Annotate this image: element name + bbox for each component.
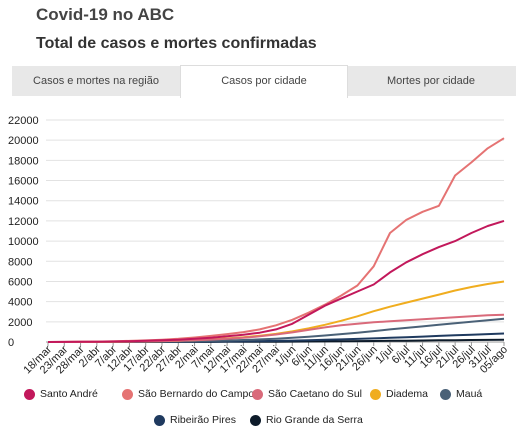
legend-swatch (252, 388, 263, 400)
series-line-diadema[interactable] (48, 280, 505, 343)
page-subtitle: Total de casos e mortes confirmadas (36, 35, 317, 52)
y-tick-label: 10000 (8, 236, 39, 248)
legend-item-sao-caetano[interactable]: São Caetano do Sul (252, 388, 362, 400)
legend-label: São Caetano do Sul (268, 388, 362, 400)
legend-swatch (154, 414, 165, 426)
y-tick-label: 2000 (8, 317, 32, 329)
y-tick-label: 0 (8, 337, 14, 349)
legend-swatch (122, 388, 133, 400)
y-tick-label: 22000 (8, 115, 39, 127)
y-tick-label: 8000 (8, 256, 32, 268)
legend-swatch (440, 388, 451, 400)
y-tick-label: 6000 (8, 276, 32, 288)
legend-item-rio-grande-da-serra[interactable]: Rio Grande da Serra (250, 414, 363, 426)
page-title: Covid-19 no ABC (36, 5, 175, 24)
y-tick-label: 14000 (8, 196, 39, 208)
y-tick-label: 20000 (8, 135, 39, 147)
y-tick-label: 16000 (8, 176, 39, 188)
legend-swatch (24, 388, 35, 400)
legend-item-maua[interactable]: Mauá (440, 388, 482, 400)
legend-label: Rio Grande da Serra (266, 414, 363, 426)
line-chart: 0 2000 4000 6000 8000 10000 12000 14000 16000 180… (8, 115, 510, 376)
y-tick-label: 12000 (8, 216, 39, 228)
y-tick-label: 18000 (8, 155, 39, 167)
tab-casos-e-mortes-regiao[interactable]: Casos e mortes na região (33, 75, 159, 87)
legend-label: Ribeirão Pires (170, 414, 236, 426)
legend-swatch (370, 388, 381, 400)
legend-item-sao-bernardo[interactable]: São Bernardo do Campo (122, 388, 254, 400)
legend-item-ribeirao-pires[interactable]: Ribeirão Pires (154, 414, 236, 426)
tab-casos-por-cidade[interactable]: Casos por cidade (180, 65, 348, 98)
series-line-sao-bernardo-do-campo[interactable] (47, 137, 505, 343)
series-line-santo-andre[interactable] (47, 219, 505, 343)
header: Covid-19 no ABC Total de casos e mortes … (36, 4, 317, 54)
legend-label: São Bernardo do Campo (138, 388, 255, 400)
legend-label: Mauá (456, 388, 483, 400)
y-tick-label: 4000 (8, 297, 32, 309)
legend-label: Diadema (386, 388, 429, 400)
legend-item-diadema[interactable]: Diadema (370, 388, 428, 400)
legend-item-santo-andre[interactable]: Santo André (24, 388, 98, 400)
tab-mortes-por-cidade[interactable]: Mortes por cidade (386, 75, 476, 87)
tab-bar: Casos e mortes na região Casos por cidad… (12, 65, 516, 98)
legend-label: Santo André (40, 388, 98, 400)
legend-swatch (250, 414, 261, 426)
